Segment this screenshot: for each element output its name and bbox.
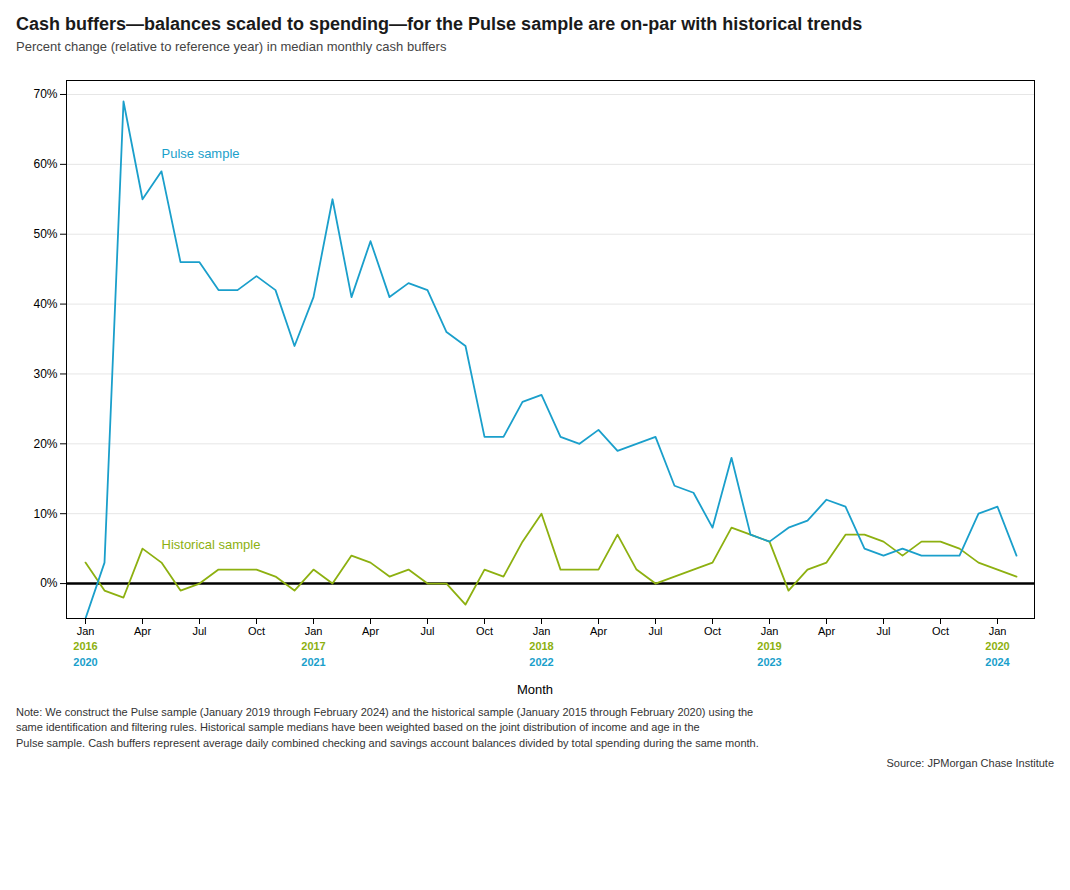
- svg-text:2023: 2023: [757, 656, 781, 668]
- svg-text:Jan: Jan: [305, 625, 323, 637]
- html-text:Percent change (relative to re: Percent change (relative to reference ye…: [16, 39, 447, 54]
- svg-text:Historical sample: Historical sample: [162, 537, 261, 552]
- html-text:Note: We construct the Pulse s: Note: We construct the Pulse sample (Jan…: [16, 706, 759, 749]
- svg-text:Pulse sample: Pulse sample: [162, 145, 240, 160]
- svg-text:Jan: Jan: [533, 625, 551, 637]
- svg-text:Apr: Apr: [134, 625, 151, 637]
- svg-text:2022: 2022: [529, 656, 553, 668]
- svg-text:2018: 2018: [529, 640, 553, 652]
- svg-text:2021: 2021: [301, 656, 325, 668]
- svg-text:30%: 30%: [33, 367, 57, 381]
- svg-text:Apr: Apr: [818, 625, 835, 637]
- svg-text:2020: 2020: [73, 656, 97, 668]
- svg-text:2019: 2019: [757, 640, 781, 652]
- svg-text:Jan: Jan: [989, 625, 1007, 637]
- svg-text:Jan: Jan: [761, 625, 779, 637]
- svg-text:Oct: Oct: [248, 625, 265, 637]
- svg-text:Jul: Jul: [420, 625, 434, 637]
- svg-text:Apr: Apr: [362, 625, 379, 637]
- svg-text:2016: 2016: [73, 640, 97, 652]
- svg-text:50%: 50%: [33, 227, 57, 241]
- svg-text:40%: 40%: [33, 297, 57, 311]
- svg-text:10%: 10%: [33, 507, 57, 521]
- svg-text:2017: 2017: [301, 640, 325, 652]
- svg-text:60%: 60%: [33, 157, 57, 171]
- svg-text:0%: 0%: [40, 576, 58, 590]
- svg-text:Apr: Apr: [590, 625, 607, 637]
- svg-text:Oct: Oct: [476, 625, 493, 637]
- svg-text:2020: 2020: [985, 640, 1009, 652]
- html-text:Cash buffers—balances scaled t: Cash buffers—balances scaled to spending…: [16, 14, 863, 34]
- html-text:Source: JPMorgan Chase Institu: Source: JPMorgan Chase Institute: [886, 757, 1054, 770]
- svg-text:Oct: Oct: [704, 625, 721, 637]
- svg-text:Jan: Jan: [77, 625, 95, 637]
- svg-text:Jul: Jul: [192, 625, 206, 637]
- svg-text:70%: 70%: [33, 87, 57, 101]
- html-text:Month: Month: [516, 682, 554, 697]
- svg-text:Jul: Jul: [876, 625, 890, 637]
- svg-text:2024: 2024: [985, 656, 1010, 668]
- svg-text:Jul: Jul: [648, 625, 662, 637]
- svg-text:Oct: Oct: [932, 625, 949, 637]
- svg-text:20%: 20%: [33, 437, 57, 451]
